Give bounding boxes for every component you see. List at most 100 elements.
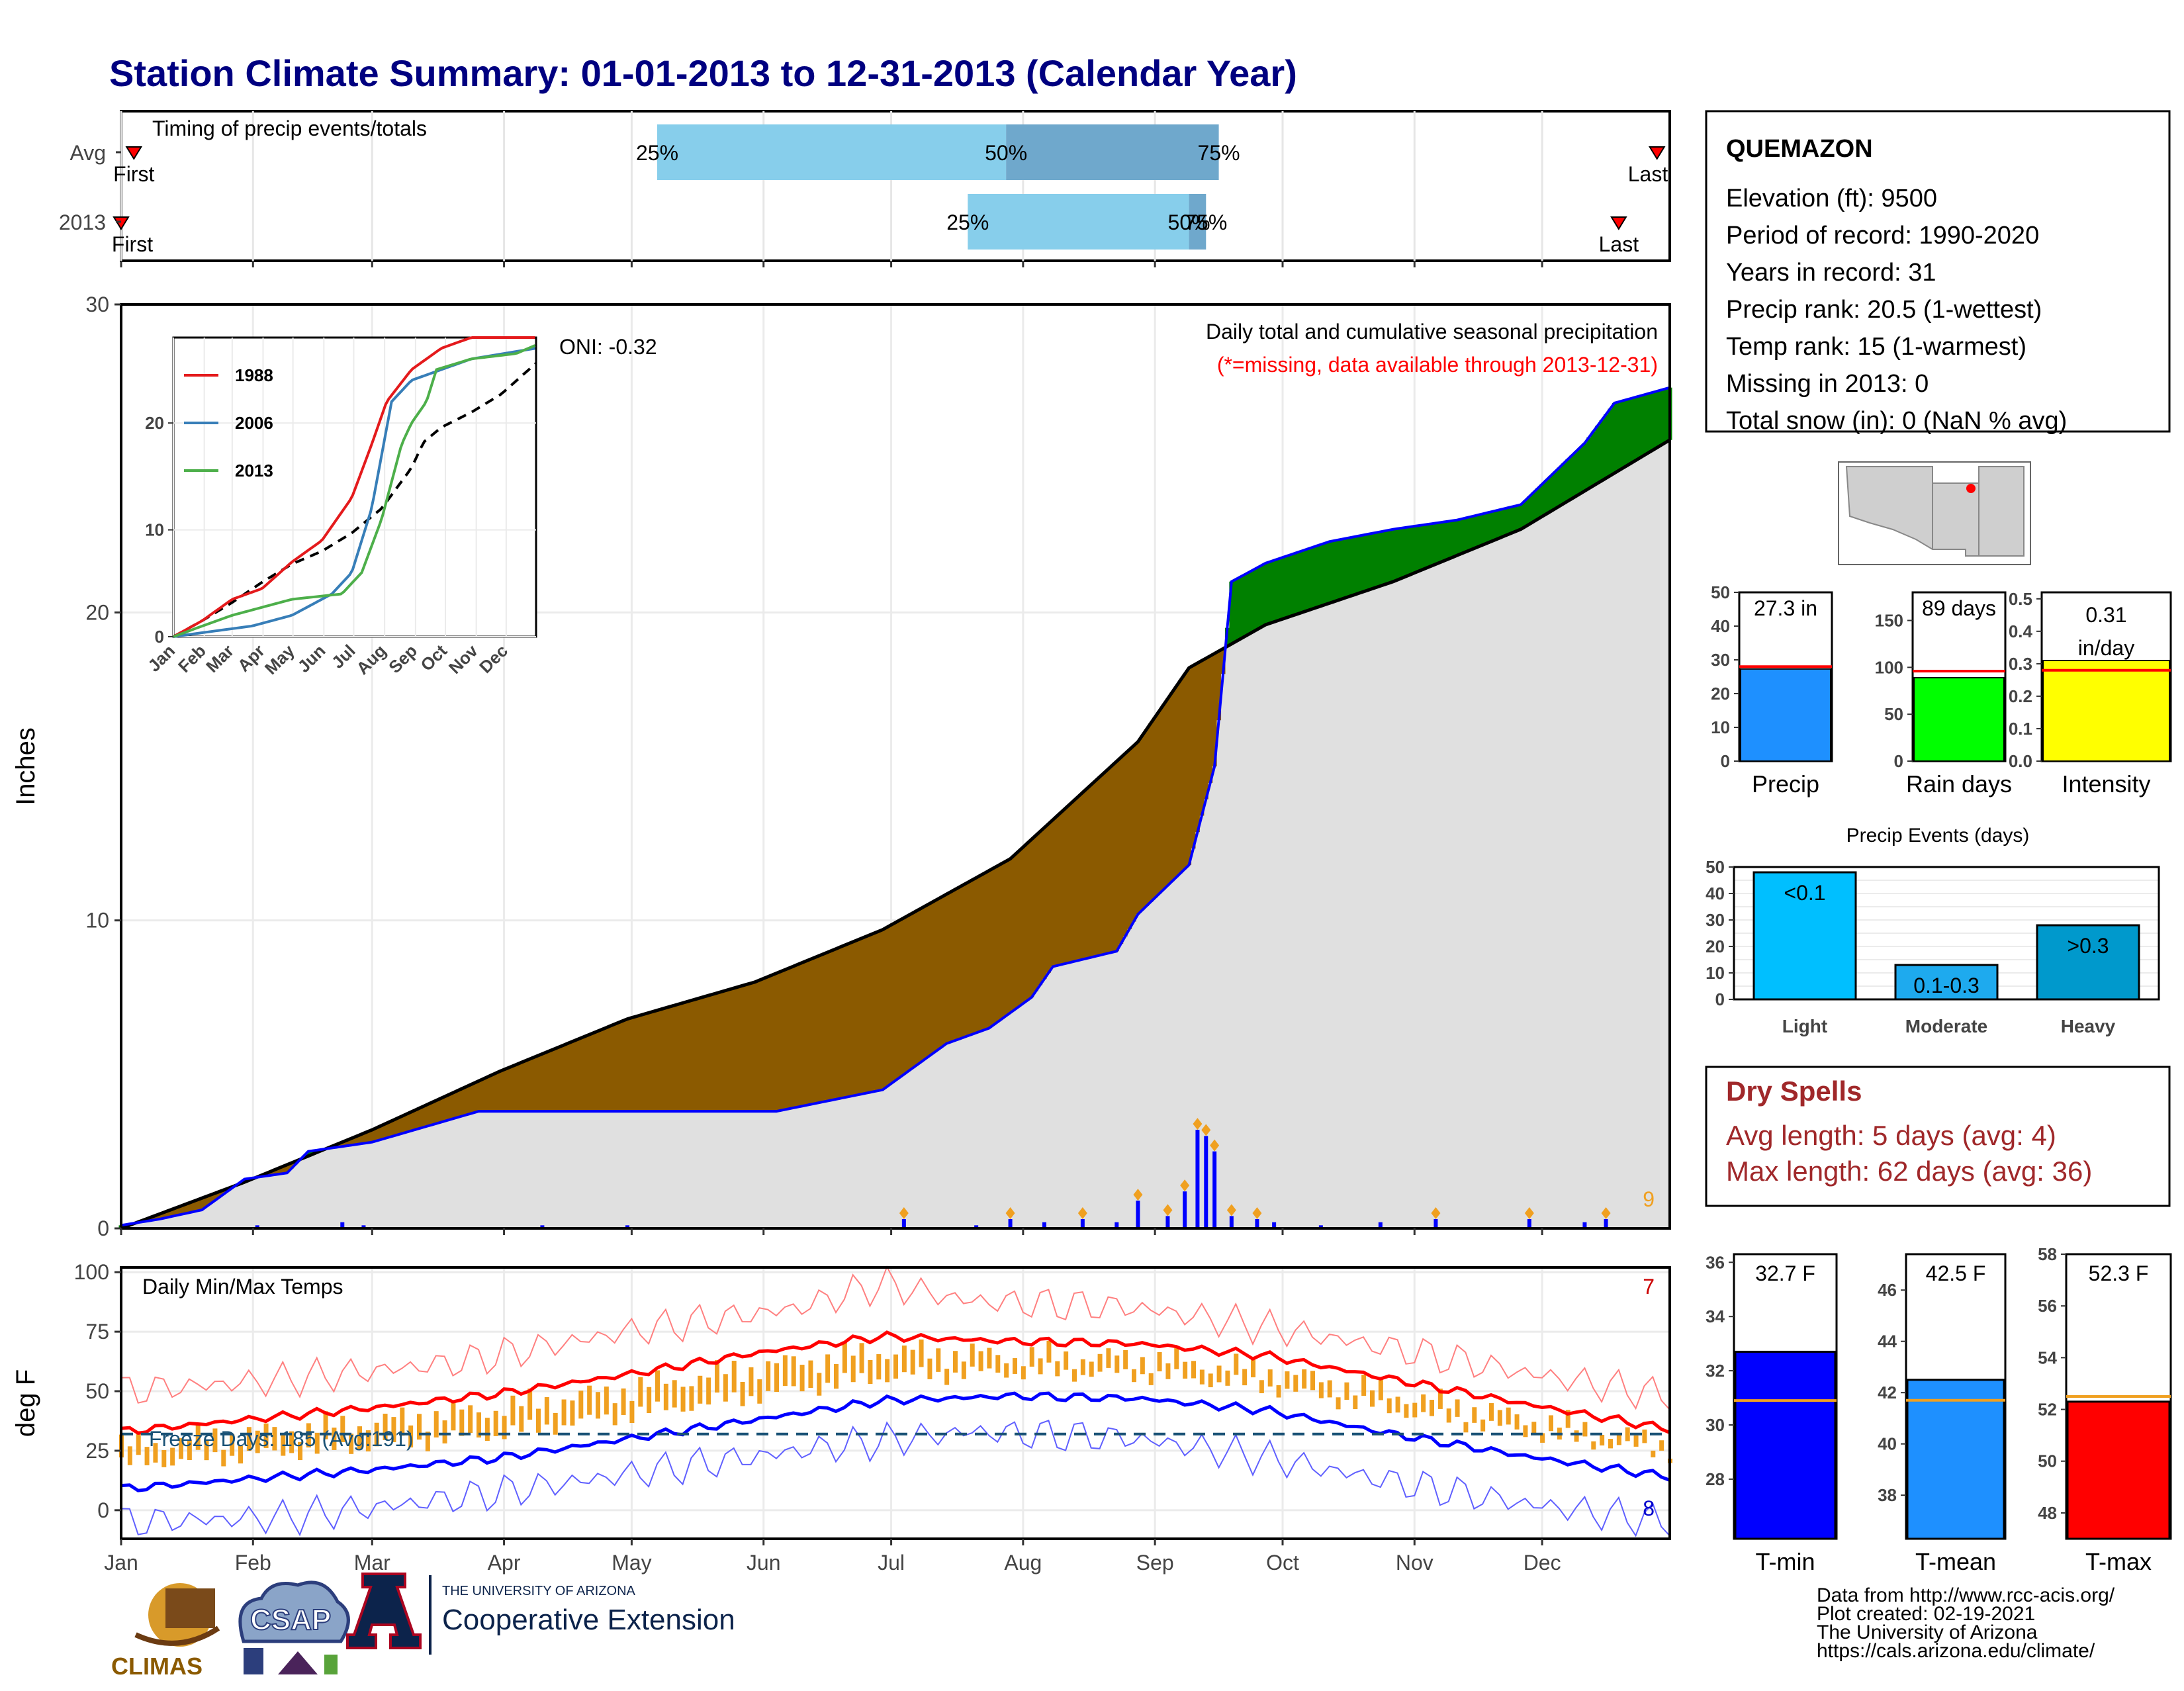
daily-precip-bar: [1582, 1222, 1587, 1228]
daily-precip-bar: [1115, 1222, 1119, 1228]
daily-temp-bar: [365, 1430, 371, 1452]
daily-temp-bar: [629, 1400, 635, 1424]
timing-p75-label-0: 75%: [1198, 141, 1240, 165]
daily-temp-bar: [706, 1377, 711, 1405]
daily-temp-bar: [731, 1361, 737, 1393]
daily-temp-bar: [689, 1386, 694, 1411]
daily-temp-bar: [1387, 1398, 1392, 1414]
heavy-precip-marker: [1201, 1124, 1211, 1136]
daily-temp-bar: [961, 1361, 966, 1379]
temp-summary-name-0: T-min: [1756, 1548, 1815, 1575]
station-info-line-0: Elevation (ft): 9500: [1726, 185, 1937, 212]
daily-temp-bar: [1480, 1419, 1486, 1432]
daily-temp-bar: [1072, 1369, 1077, 1382]
temp-summary-ytick-label-2-0: 48: [2038, 1503, 2057, 1523]
precip-events-chart: Precip Events (days) <0.1 Light 0.1-0.3 Mod…: [1706, 825, 2160, 1036]
daily-temp-bar: [425, 1432, 430, 1451]
daily-temp-bar: [1608, 1439, 1613, 1449]
daily-temp-bar: [1183, 1361, 1188, 1379]
station-info-line-6: Total snow (in): 0 (NaN % avg): [1726, 407, 2067, 435]
daily-temp-bar: [808, 1360, 813, 1389]
inset-ytick-label-0: 0: [155, 627, 164, 647]
daily-temp-bar: [323, 1411, 328, 1440]
inset-ytick-label-1: 10: [145, 520, 164, 540]
avg-max-line: [120, 1330, 1670, 1435]
temp-summary-name-1: T-mean: [1915, 1548, 1996, 1575]
daily-temp-bar: [1302, 1369, 1307, 1389]
daily-temp-bar: [263, 1423, 269, 1449]
daily-temp-bar: [349, 1434, 354, 1454]
summary-ytick-label-0-1: 10: [1711, 717, 1730, 737]
daily-temp-bar: [468, 1405, 473, 1434]
event-bar-1: [1894, 964, 1999, 1001]
temp-summary-bar-2: [2066, 1400, 2171, 1540]
inset-legend-label-2: 2013: [235, 461, 273, 480]
inset-ytick-label-2: 20: [145, 413, 164, 433]
daily-temp-bar: [1336, 1397, 1341, 1410]
daily-temp-bar: [578, 1391, 584, 1419]
last-event-label-0: Last: [1628, 162, 1668, 186]
event-bar-2: [2036, 924, 2140, 1001]
events-ytick-label-5: 50: [1706, 857, 1725, 877]
temp-summary-value-2: 52.3 F: [2089, 1261, 2149, 1285]
daily-precip-bar: [1008, 1219, 1013, 1228]
daily-precip-bar: [1080, 1219, 1085, 1228]
summary-bars: 0 10 20 30 40 50 27.3 in Precip 0 50 100 150 89 days…: [1711, 582, 2172, 798]
last-event-label-1: Last: [1599, 232, 1639, 256]
daily-temp-bar: [153, 1443, 158, 1463]
daily-temp-bar: [1506, 1407, 1511, 1425]
daily-temp-bar: [698, 1375, 703, 1404]
daily-precip-bar: [1272, 1222, 1277, 1228]
daily-temp-bar: [451, 1400, 456, 1431]
temp-summary-bar-1: [1906, 1379, 2005, 1540]
timing-row-label-avg: Avg: [69, 141, 106, 165]
timing-p50-label-1: 50%: [1168, 210, 1210, 234]
map-border: [1932, 467, 1979, 556]
daily-temp-bar: [298, 1441, 302, 1461]
footer-created: Plot created: 02-19-2021: [1817, 1603, 2035, 1625]
heavy-precip-marker: [1005, 1207, 1015, 1220]
daily-temp-bar: [1013, 1358, 1017, 1374]
daily-temp-bar: [1123, 1349, 1128, 1369]
daily-temp-bar: [493, 1410, 498, 1436]
daily-temp-bar: [144, 1447, 150, 1465]
daily-temp-bar: [868, 1359, 873, 1385]
summary-value-unit-2: in/day: [2078, 636, 2134, 660]
daily-temp-bar: [281, 1435, 286, 1456]
daily-temp-bar: [1574, 1430, 1579, 1442]
daily-precip-bar: [1604, 1219, 1608, 1228]
daily-temp-bar: [170, 1447, 175, 1466]
daily-temp-bar: [919, 1339, 924, 1367]
precip-count: 9: [1643, 1187, 1655, 1211]
temp-summary-ytick-label-2-3: 54: [2038, 1348, 2057, 1367]
summary-value-label-2: 0.31: [2085, 603, 2126, 627]
daily-temp-bar: [766, 1361, 771, 1391]
svg-text:CLIMAS: CLIMAS: [111, 1653, 203, 1680]
summary-ytick-label-1-0: 0: [1894, 751, 1903, 771]
daily-temp-bar: [647, 1387, 652, 1413]
heavy-precip-marker: [1524, 1207, 1534, 1220]
precip-ytick-label-1: 10: [85, 909, 109, 933]
daily-precip-bar: [1204, 1136, 1208, 1228]
daily-precip-bar: [1378, 1222, 1383, 1228]
summary-name-0: Precip: [1752, 770, 1819, 798]
summary-value-label-1: 89 days: [1922, 596, 1996, 620]
precip-ytick-label-3: 30: [85, 293, 109, 316]
event-bar-label-0: <0.1: [1784, 881, 1825, 905]
daily-temp-bar: [1514, 1414, 1520, 1430]
precip-panel: 0 10 20 30 Inches Daily total and cumulativ…: [11, 261, 1672, 1240]
temp-summary-value-0: 32.7 F: [1755, 1261, 1815, 1285]
daily-temp-bar: [910, 1349, 915, 1375]
events-ytick-label-4: 40: [1706, 884, 1725, 903]
daily-temp-bar: [1395, 1396, 1400, 1413]
daily-temp-bar: [1446, 1408, 1451, 1423]
first-event-label-0: First: [113, 162, 154, 186]
daily-temp-bar: [179, 1438, 183, 1459]
daily-temp-bar: [596, 1392, 600, 1419]
temp-count-max: 7: [1643, 1275, 1655, 1299]
month-label-2: Mar: [354, 1551, 390, 1575]
daily-temp-bar: [1523, 1425, 1528, 1438]
daily-temp-bar: [1404, 1404, 1409, 1418]
precip-ylabel: Inches: [11, 727, 40, 805]
inset-line-1988: [173, 336, 535, 638]
